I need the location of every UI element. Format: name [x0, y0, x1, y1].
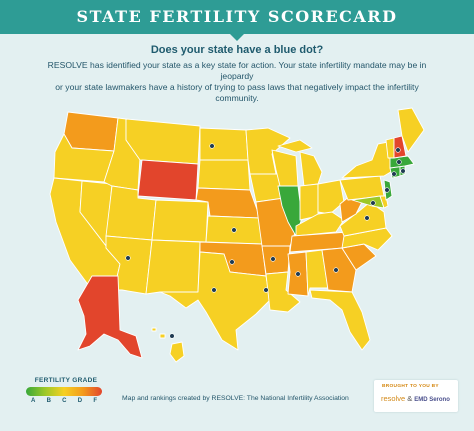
state-colorado[interactable] — [151, 199, 209, 243]
blue-dot-north-dakota — [209, 143, 215, 149]
resolve-logo: resolve — [381, 394, 406, 403]
sponsor-ampersand: & — [407, 394, 413, 403]
sponsor-logos: resolve & EMD Serono — [381, 394, 450, 403]
state-south-dakota[interactable] — [197, 159, 251, 191]
sponsor-label: BROUGHT TO YOU BY — [382, 384, 439, 389]
state-alabama[interactable] — [305, 249, 329, 297]
legend-grade-f: F — [93, 398, 97, 404]
state-virginia[interactable] — [339, 201, 387, 237]
legend-color-scale — [26, 387, 102, 396]
blue-dot-louisiana — [263, 287, 269, 293]
blue-dot-mississippi — [295, 271, 301, 277]
intro-line-2: or your state lawmakers have a history o… — [55, 82, 419, 103]
blue-dot-maryland — [370, 200, 376, 206]
legend-grade-a: A — [31, 398, 36, 404]
legend-title: FERTILITY GRADE — [34, 377, 98, 384]
state-hawaii[interactable] — [151, 327, 185, 363]
state-arkansas[interactable] — [261, 245, 291, 275]
blue-dot-arkansas — [270, 256, 276, 262]
state-florida[interactable] — [309, 289, 371, 351]
blue-dot-rhode-island — [400, 168, 406, 174]
state-washington[interactable] — [63, 111, 119, 152]
sponsor-box[interactable]: BROUGHT TO YOU BY resolve & EMD Serono — [374, 380, 458, 412]
state-shapes — [49, 107, 425, 363]
blue-dot-texas — [211, 287, 217, 293]
intro-line-1: RESOLVE has identified your state as a k… — [47, 60, 427, 81]
state-maine[interactable] — [397, 107, 425, 153]
blue-dot-massachusetts — [396, 159, 402, 165]
state-new-mexico[interactable] — [145, 239, 201, 295]
blue-dot-new-hampshire — [395, 147, 401, 153]
blue-dot-new-jersey — [384, 187, 390, 193]
page-title: STATE FERTILITY SCORECARD — [76, 7, 398, 26]
state-north-dakota[interactable] — [199, 127, 249, 161]
state-wyoming[interactable] — [137, 159, 199, 201]
state-michigan[interactable] — [277, 139, 323, 187]
state-louisiana[interactable] — [265, 271, 301, 313]
legend-grade-b: B — [46, 398, 51, 404]
legend-grade-c: C — [62, 398, 67, 404]
state-new-hampshire[interactable] — [393, 135, 407, 159]
blue-dot-oklahoma — [229, 259, 235, 265]
blue-dot-virginia — [364, 215, 370, 221]
state-alaska[interactable] — [77, 275, 143, 359]
legend-grade-labels: A B C D F — [31, 398, 97, 404]
state-texas[interactable] — [159, 251, 271, 351]
fertility-grade-legend: FERTILITY GRADE A B C D F — [26, 377, 106, 404]
title-banner: STATE FERTILITY SCORECARD — [0, 0, 474, 34]
blue-dot-arizona — [125, 255, 131, 261]
map-credit: Map and rankings created by RESOLVE: The… — [122, 395, 349, 402]
state-ohio[interactable] — [317, 179, 345, 215]
blue-dot-georgia — [333, 267, 339, 273]
state-minnesota[interactable] — [245, 127, 291, 175]
blue-dots — [125, 143, 406, 339]
state-georgia[interactable] — [321, 247, 357, 293]
blue-dot-hawaii — [169, 333, 175, 339]
state-new-york[interactable] — [341, 141, 395, 179]
emd-serono-logo: EMD Serono — [414, 397, 450, 403]
blue-dot-kansas — [231, 227, 237, 233]
blue-dot-question: Does your state have a blue dot? — [150, 44, 324, 56]
state-indiana[interactable] — [299, 183, 319, 221]
banner-pointer — [229, 33, 245, 41]
intro-text: RESOLVE has identified your state as a k… — [40, 60, 434, 104]
blue-dot-connecticut — [391, 171, 397, 177]
legend-grade-d: D — [77, 398, 83, 404]
